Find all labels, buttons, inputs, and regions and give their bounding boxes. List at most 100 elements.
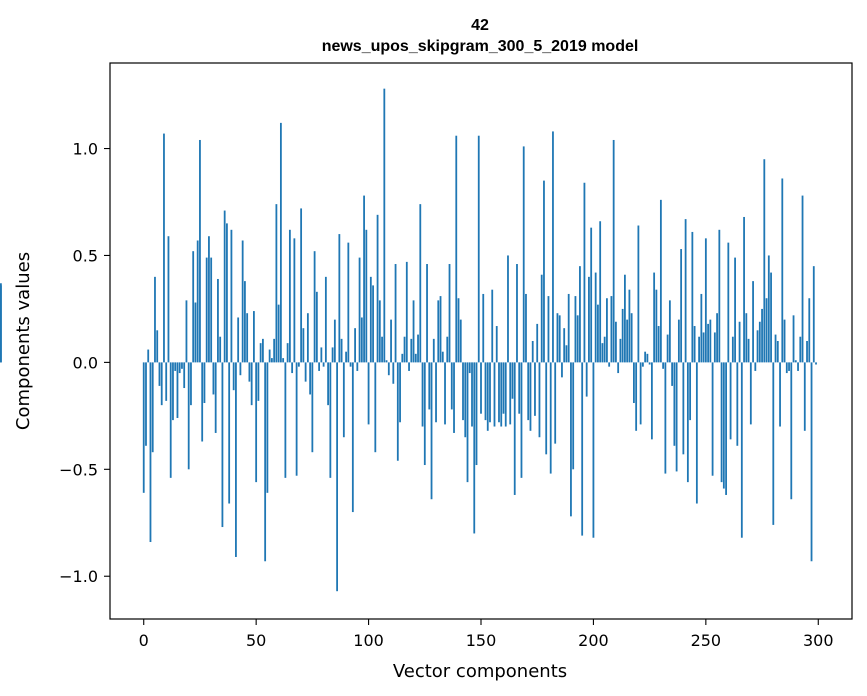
bar-292: [799, 336, 802, 363]
bar-257: [720, 362, 723, 483]
bar-27: [203, 362, 206, 404]
bar-289: [792, 315, 795, 363]
bar-277: [765, 298, 768, 363]
bar-224: [646, 353, 649, 363]
bar-114: [399, 362, 401, 423]
bar-38: [228, 362, 231, 504]
bar-140: [457, 298, 460, 363]
chart-title-line-1: 42: [471, 17, 489, 34]
bar-242: [686, 362, 689, 483]
bar-288: [790, 362, 793, 500]
bar-204: [601, 343, 604, 363]
y-tick-label: −1.0: [59, 567, 98, 586]
bar-220: [637, 225, 640, 363]
bar-31: [212, 362, 215, 395]
bar-161: [504, 362, 507, 427]
bar-225: [648, 362, 651, 365]
bar-148: [475, 362, 478, 466]
bar-86: [336, 362, 338, 592]
bar-205: [603, 336, 606, 363]
bar-112: [394, 264, 397, 363]
bar-287: [788, 362, 790, 371]
bar-109: [387, 362, 390, 376]
bar-66: [291, 362, 294, 374]
bar-129: [432, 338, 435, 363]
bar-272: [754, 362, 757, 371]
bar-67: [293, 238, 296, 363]
bar-251: [707, 323, 709, 363]
bar-267: [743, 216, 745, 363]
x-axis-ticks: 0 50 100 150 200 250 300: [139, 619, 834, 650]
bar-298: [812, 266, 815, 363]
bar-169: [522, 146, 525, 363]
bar-265: [738, 321, 741, 363]
bar-233: [666, 334, 669, 363]
bar-98: [363, 195, 365, 363]
y-tick-label: 0.0: [73, 353, 98, 372]
bar-73: [306, 313, 309, 363]
chart-title-line-2: news_upos_skipgram_300_5_2019 model: [322, 38, 639, 55]
bar-88: [340, 338, 343, 363]
bar-299: [815, 362, 817, 365]
bar-22: [192, 251, 195, 363]
bar-146: [471, 362, 473, 427]
bar-206: [606, 298, 608, 363]
bar-165: [513, 362, 516, 495]
bar-231: [662, 362, 665, 369]
bar-222: [641, 362, 644, 367]
bar-26: [201, 362, 204, 442]
bar-211: [617, 362, 620, 374]
bar-83: [329, 362, 332, 478]
x-tick-label: 250: [691, 631, 722, 650]
bar-158: [498, 362, 500, 423]
bar-15: [176, 362, 179, 418]
bar-245: [693, 326, 696, 363]
bar-13: [172, 362, 174, 421]
bar-55: [266, 362, 269, 493]
bar-254: [713, 332, 716, 363]
bar-85: [333, 319, 336, 363]
bar-157: [495, 326, 498, 363]
bar-240: [682, 362, 685, 455]
bar-124: [421, 362, 424, 427]
bar-116: [403, 336, 406, 363]
bar-212: [619, 338, 622, 363]
bar-107: [383, 88, 386, 363]
bar-193: [576, 315, 579, 363]
bar-139: [455, 135, 458, 363]
bar-210: [615, 321, 617, 363]
bar-168: [520, 362, 523, 478]
bar-253: [711, 362, 714, 476]
bar-230: [659, 199, 662, 363]
bar-121: [414, 353, 417, 363]
bar-250: [704, 238, 707, 363]
bar-285: [783, 319, 786, 363]
bar-49: [253, 311, 255, 363]
bar-185: [558, 315, 561, 363]
bar-41: [235, 362, 237, 557]
bar-28: [205, 257, 208, 363]
bar-218: [633, 362, 635, 404]
bar-172: [529, 362, 532, 431]
bar-166: [516, 264, 518, 363]
bar-126: [426, 264, 428, 363]
bar-24: [196, 240, 199, 363]
bar-3: [149, 362, 152, 543]
bar-53: [262, 338, 264, 363]
bar-167: [518, 362, 521, 414]
bar-170: [525, 293, 527, 363]
bar-69: [297, 362, 300, 367]
bar-12: [169, 362, 172, 478]
bar-179: [545, 362, 548, 455]
bar-226: [650, 362, 653, 440]
bar-296: [808, 298, 811, 363]
bar-130: [435, 362, 437, 423]
bar-79: [320, 347, 323, 363]
bar-255: [716, 313, 718, 363]
bar-215: [626, 319, 629, 363]
bar-180: [547, 296, 550, 363]
bar-160: [502, 362, 505, 414]
bar-237: [675, 362, 678, 472]
bar-50: [255, 362, 258, 483]
bar-275: [761, 308, 763, 363]
